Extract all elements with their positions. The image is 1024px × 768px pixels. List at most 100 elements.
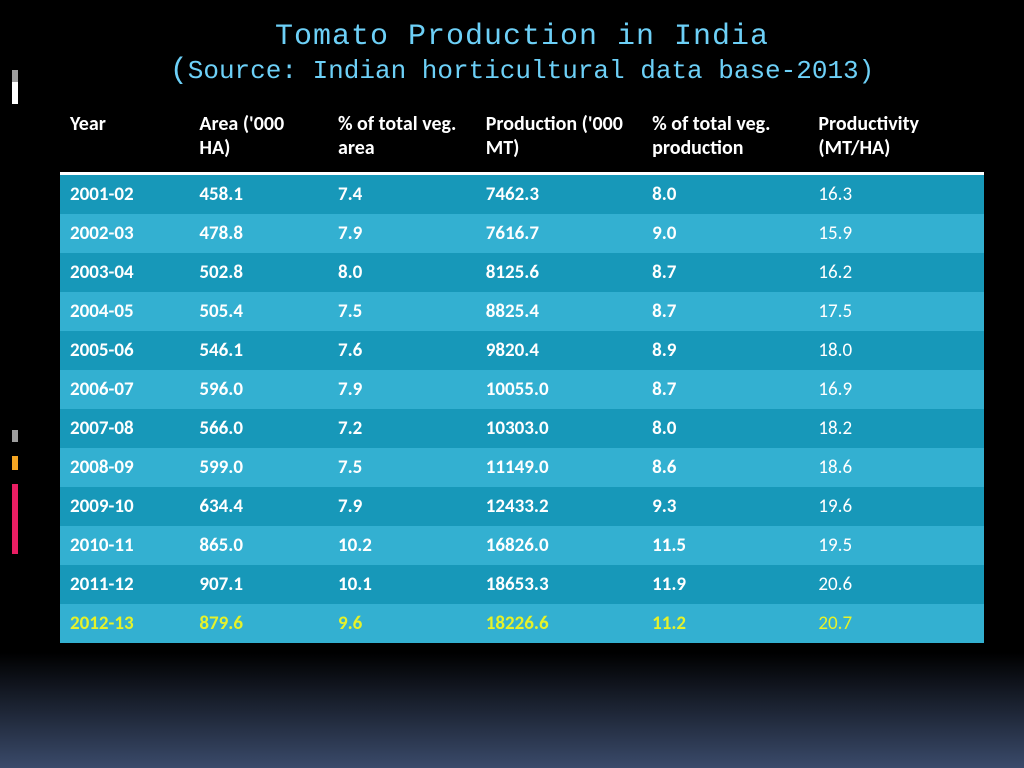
table-cell: 8125.6 [476, 253, 642, 292]
table-cell: 2011-12 [60, 565, 189, 604]
table-cell: 8.0 [642, 174, 808, 215]
left-decoration-mid [12, 430, 18, 554]
table-cell: 8.9 [642, 331, 808, 370]
table-cell: 865.0 [189, 526, 328, 565]
table-cell: 7462.3 [476, 174, 642, 215]
table-cell: 7.5 [328, 448, 476, 487]
table-cell: 7.6 [328, 331, 476, 370]
table-cell: 8.7 [642, 370, 808, 409]
table-cell: 2006-07 [60, 370, 189, 409]
table-row: 2009-10634.47.912433.29.319.6 [60, 487, 984, 526]
table-cell: 7616.7 [476, 214, 642, 253]
table-row: 2002-03478.87.97616.79.015.9 [60, 214, 984, 253]
table-row: 2006-07596.07.910055.08.716.9 [60, 370, 984, 409]
table-cell: 2007-08 [60, 409, 189, 448]
table-cell: 502.8 [189, 253, 328, 292]
table-cell: 12433.2 [476, 487, 642, 526]
table-cell: 15.9 [808, 214, 984, 253]
table-cell: 8825.4 [476, 292, 642, 331]
table-cell: 10.2 [328, 526, 476, 565]
table-cell: 9.3 [642, 487, 808, 526]
table-cell: 9820.4 [476, 331, 642, 370]
table-cell: 16.3 [808, 174, 984, 215]
table-cell: 8.7 [642, 253, 808, 292]
table-cell: 596.0 [189, 370, 328, 409]
table-cell: 546.1 [189, 331, 328, 370]
table-cell: 2012-13 [60, 604, 189, 643]
table-row: 2003-04502.8 8.08125.68.716.2 [60, 253, 984, 292]
table-cell: 16.9 [808, 370, 984, 409]
table-cell: 11.5 [642, 526, 808, 565]
table-cell: 16.2 [808, 253, 984, 292]
table-cell: 599.0 [189, 448, 328, 487]
column-header: % of total veg. production [642, 106, 808, 174]
table-row: 2008-09599.07.511149.08.618.6 [60, 448, 984, 487]
table-cell: 7.9 [328, 370, 476, 409]
table-cell: 2005-06 [60, 331, 189, 370]
column-header: Production ('000 MT) [476, 106, 642, 174]
subtitle-text: Source: Indian horticultural data base-2… [188, 56, 875, 86]
table-row: 2004-05505.47.58825.48.717.5 [60, 292, 984, 331]
table-cell: 10303.0 [476, 409, 642, 448]
decor-bar [12, 70, 18, 82]
left-decoration-top [12, 70, 18, 114]
decor-bar [12, 470, 18, 484]
column-header: Year [60, 106, 189, 174]
table-cell: 2002-03 [60, 214, 189, 253]
data-table: YearArea ('000 HA)% of total veg. areaPr… [60, 106, 984, 643]
table-body: 2001-02458.17.47462.38.016.32002-03478.8… [60, 174, 984, 644]
table-row: 2010-11865.010.216826.011.519.5 [60, 526, 984, 565]
table-cell: 11.2 [642, 604, 808, 643]
subtitle: (Source: Indian horticultural data base-… [60, 54, 984, 88]
table-cell: 505.4 [189, 292, 328, 331]
column-header: % of total veg. area [328, 106, 476, 174]
decor-bar [12, 82, 18, 104]
table-cell: 10.1 [328, 565, 476, 604]
table-row: 2005-06546.17.69820.48.918.0 [60, 331, 984, 370]
decor-bar [12, 104, 18, 114]
table-cell: 478.8 [189, 214, 328, 253]
table-cell: 8.7 [642, 292, 808, 331]
table-cell: 7.2 [328, 409, 476, 448]
decor-bar [12, 484, 18, 554]
table-cell: 879.6 [189, 604, 328, 643]
table-row: 2011-12907.110.118653.311.920.6 [60, 565, 984, 604]
table-cell: 18.6 [808, 448, 984, 487]
table-cell: 9.0 [642, 214, 808, 253]
slide-container: Tomato Production in India (Source: Indi… [0, 0, 1024, 768]
table-header: YearArea ('000 HA)% of total veg. areaPr… [60, 106, 984, 174]
table-cell: 20.6 [808, 565, 984, 604]
table-cell: 17.5 [808, 292, 984, 331]
table-cell: 9.6 [328, 604, 476, 643]
table-cell: 7.4 [328, 174, 476, 215]
table-cell: 7.9 [328, 487, 476, 526]
table-cell: 11149.0 [476, 448, 642, 487]
table-cell: 19.6 [808, 487, 984, 526]
table-cell: 10055.0 [476, 370, 642, 409]
table-cell: 8.0 [642, 409, 808, 448]
table-cell: 2008-09 [60, 448, 189, 487]
column-header: Productivity (MT/HA) [808, 106, 984, 174]
main-title: Tomato Production in India [60, 20, 984, 54]
table-cell: 458.1 [189, 174, 328, 215]
table-cell: 566.0 [189, 409, 328, 448]
column-header: Area ('000 HA) [189, 106, 328, 174]
title-block: Tomato Production in India (Source: Indi… [60, 20, 984, 88]
table-cell: 18653.3 [476, 565, 642, 604]
table-cell: 2004-05 [60, 292, 189, 331]
table-cell: 18226.6 [476, 604, 642, 643]
table-row: 2012-13879.69.618226.611.220.7 [60, 604, 984, 643]
table-cell: 18.2 [808, 409, 984, 448]
table-cell: 16826.0 [476, 526, 642, 565]
table-cell: 11.9 [642, 565, 808, 604]
table-cell: 7.5 [328, 292, 476, 331]
table-cell: 634.4 [189, 487, 328, 526]
table-cell: 19.5 [808, 526, 984, 565]
table-cell: 2010-11 [60, 526, 189, 565]
table-cell: 7.9 [328, 214, 476, 253]
table-cell: 20.7 [808, 604, 984, 643]
table-cell: 2001-02 [60, 174, 189, 215]
table-cell: 18.0 [808, 331, 984, 370]
table-cell: 8.6 [642, 448, 808, 487]
table-cell: 2009-10 [60, 487, 189, 526]
